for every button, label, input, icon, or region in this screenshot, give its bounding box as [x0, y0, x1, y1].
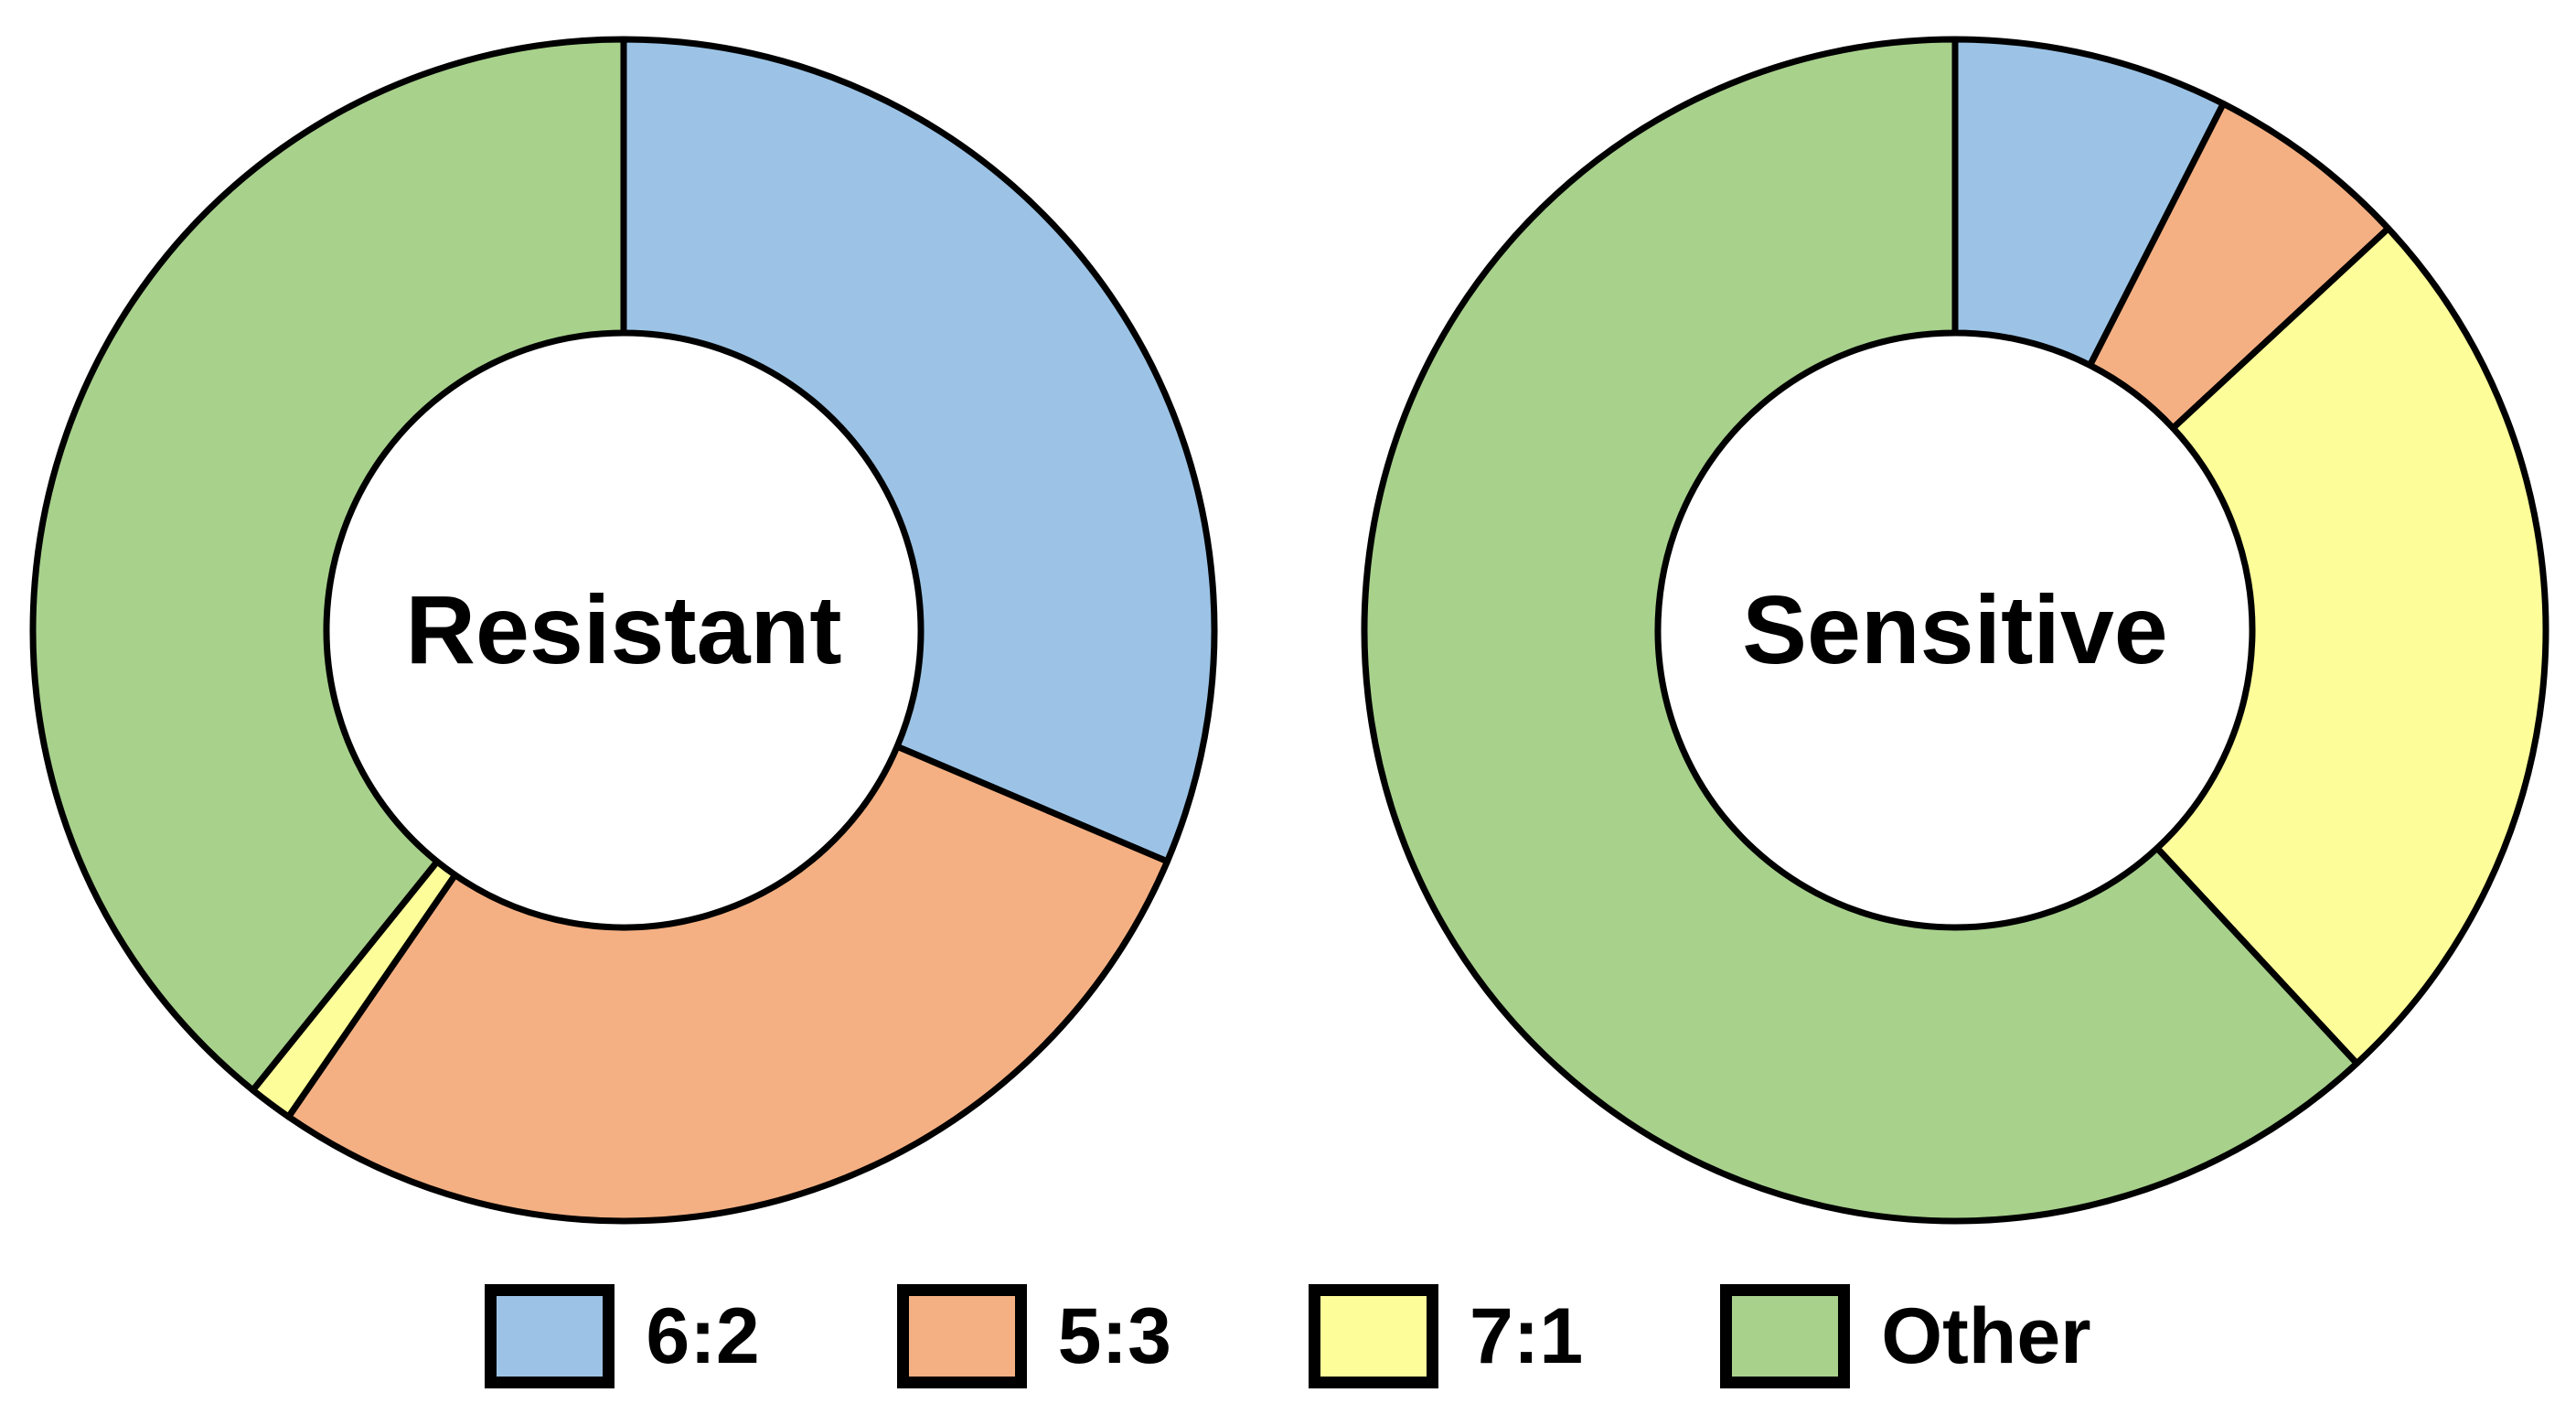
sensitive-donut-svg: [1361, 36, 2549, 1225]
donut-chart-resistant: Resistant: [0, 15, 1247, 1246]
segment-resistant-5-3: [285, 743, 1170, 1225]
legend-label-other: Other: [1881, 1292, 2091, 1380]
legend-swatch-7-1: [1308, 1284, 1438, 1388]
legend-item-7-1: 7:1: [1308, 1284, 1584, 1388]
segment-sensitive-7-1: [2154, 225, 2549, 1067]
segment-resistant-other: [29, 36, 627, 1094]
segment-sensitive-other: [1361, 36, 2360, 1225]
legend-item-other: Other: [1720, 1284, 2091, 1388]
legend-label-5-3: 5:3: [1057, 1292, 1171, 1380]
legend-swatch-other: [1720, 1284, 1851, 1388]
donut-chart-sensitive: Sensitive: [1331, 15, 2576, 1246]
segment-resistant-6-2: [620, 36, 1218, 865]
legend-label-7-1: 7:1: [1469, 1292, 1584, 1380]
legend-swatch-5-3: [896, 1284, 1027, 1388]
resistant-donut-svg: [29, 36, 1218, 1225]
legend: 6:2 5:3 7:1 Other: [0, 1284, 2576, 1388]
charts-row: Resistant Sensitive: [0, 15, 2576, 1246]
legend-item-6-2: 6:2: [485, 1284, 760, 1388]
legend-label-6-2: 6:2: [646, 1292, 760, 1380]
legend-swatch-6-2: [485, 1284, 615, 1388]
legend-item-5-3: 5:3: [896, 1284, 1171, 1388]
